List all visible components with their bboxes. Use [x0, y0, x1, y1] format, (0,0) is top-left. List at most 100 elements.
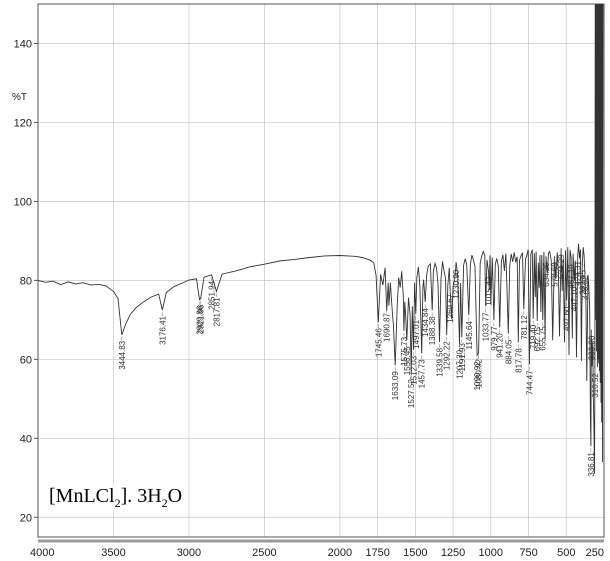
peak-label-text: 310.52 — [591, 373, 600, 398]
peak-label-text: 393.45 — [578, 270, 587, 295]
peak-label: 3176.41 — [158, 311, 167, 345]
peak-label-text: 941.20 — [496, 333, 505, 358]
y-tick-label: 60 — [20, 354, 32, 366]
y-tick-label: 20 — [20, 512, 32, 524]
peak-label-text: 1512.03 — [410, 355, 419, 384]
peak-label: 1457.73 — [418, 355, 427, 388]
peak-label-text: 3176.41 — [158, 315, 167, 344]
peak-label: 979.77 — [490, 322, 499, 351]
x-tick-label: 750 — [519, 547, 537, 559]
peak-label: 3444.83 — [118, 336, 127, 370]
peak-label-text: 1633.09 — [391, 371, 400, 400]
x-tick-label: 500 — [557, 547, 575, 559]
peak-label-text: 336.81 — [587, 452, 596, 477]
peak-label: 1191.93 — [458, 339, 467, 372]
x-tick-label: 1500 — [403, 547, 427, 559]
peak-label: 333.90 — [587, 331, 596, 360]
peak-label: 655.75 — [539, 322, 548, 351]
peak-label: 393.45 — [578, 266, 587, 295]
peak-label-text: 1434.84 — [421, 308, 430, 337]
peak-label-text: 1292.22 — [443, 341, 452, 370]
peak-label: 692.75 — [533, 323, 542, 352]
peak-label: 578.69 — [550, 258, 559, 287]
peak-label: 719.40 — [529, 320, 538, 349]
peak-label-text: 1033.77 — [482, 312, 491, 341]
peak-label: 310.52 — [591, 369, 600, 398]
peak-label: 817.78 — [514, 344, 523, 373]
peak-label: 2921.96 — [197, 300, 206, 333]
peak-label: 1080.92 — [475, 355, 484, 388]
peak-label-text: 634.25 — [542, 262, 551, 287]
peak-label: 1090.92 — [473, 357, 482, 390]
peak-label: 884.05 — [504, 335, 513, 364]
y-axis-label: %T — [12, 92, 27, 103]
peak-label-text: 467.10 — [567, 264, 576, 289]
peak-label: 1556.45 — [403, 342, 412, 375]
peak-label: 1434.84 — [421, 304, 430, 337]
peak-label: 534.29 — [557, 250, 566, 279]
peak-label-text: 744.47 — [525, 370, 534, 395]
peak-label: 1633.09 — [391, 367, 400, 400]
peak-label-text: 1388.38 — [428, 316, 437, 345]
peak-label: 1745.46 — [374, 324, 383, 357]
x-tick-label: 3500 — [101, 547, 125, 559]
peak-label: 1527.52 — [407, 375, 416, 408]
y-tick-labels: 20 40 60 80 100 120 140 — [14, 38, 38, 524]
peak-label-text: 3444.83 — [118, 340, 127, 369]
peak-label: 1512.03 — [410, 351, 419, 385]
peak-label: 2817.81 — [212, 293, 221, 326]
peak-label-text: 1690.87 — [383, 312, 392, 341]
peak-label-text: 1339.58 — [436, 347, 445, 376]
peak-label: 497.60 — [563, 302, 572, 331]
peak-label-text: 1527.52 — [407, 379, 416, 408]
peak-label: 1230.90 — [452, 265, 461, 299]
peak-label: 447.10 — [570, 282, 579, 311]
peak-label: 1033.77 — [482, 308, 491, 341]
peak-label-text: 655.75 — [539, 326, 548, 351]
peak-label: 1015.42 — [484, 272, 493, 306]
peak-label-text: 1230.90 — [452, 269, 461, 298]
peak-label: 1690.87 — [383, 309, 392, 342]
peak-label: 1388.38 — [428, 312, 437, 345]
peak-label: 941.20 — [496, 329, 505, 358]
peak-label: 1575.73 — [400, 332, 409, 366]
peak-label: 378.02 — [581, 271, 590, 300]
peak-label: 781.12 — [520, 311, 529, 340]
x-tick-label: 1250 — [441, 547, 465, 559]
peak-label-text: 2817.81 — [212, 297, 221, 326]
plot-frame — [37, 3, 605, 538]
peak-label: 744.47 — [525, 366, 534, 395]
x-tick-labels: 4000 3500 3000 2500 2000 1750 1500 1250 1000 750 5… — [30, 547, 604, 559]
peak-label-text: 424.31 — [574, 261, 583, 286]
y-tick-label: 80 — [20, 275, 32, 287]
peak-label-text: 1575.73 — [400, 336, 409, 365]
peak-label-text: 692.75 — [533, 326, 542, 351]
x-tick-label: 250 — [586, 547, 604, 559]
peak-label-text: 1269.67 — [446, 293, 455, 322]
peak-label: 1269.67 — [446, 289, 455, 323]
peak-label-text: 534.29 — [557, 254, 566, 279]
peak-label: 336.81 — [587, 448, 596, 477]
peak-label-text: 817.78 — [514, 348, 523, 373]
peak-label-text: 378.02 — [581, 275, 590, 300]
peak-label-text: 979.77 — [490, 326, 499, 351]
peak-label-text: 1497.01 — [412, 319, 421, 348]
peak-label: 424.31 — [574, 257, 583, 286]
peak-label-text: 1207.30 — [456, 349, 465, 378]
peak-label-text: 1745.46 — [374, 328, 383, 357]
y-tick-label: 120 — [14, 117, 32, 129]
peak-label-text: 884.05 — [504, 339, 513, 364]
peak-label-text: 447.10 — [570, 286, 579, 311]
peak-label: 1207.30 — [456, 345, 465, 379]
compound-label: [MnLCl2]. 3H2O — [46, 485, 186, 511]
x-tick-label: 3000 — [177, 547, 201, 559]
x-tick-label: 1000 — [479, 547, 503, 559]
spectrum-line — [37, 3, 604, 474]
peak-label-text: 2921.96 — [197, 304, 206, 333]
peak-label: 2929.86 — [196, 301, 205, 335]
peak-label-text: 1080.92 — [475, 358, 484, 387]
y-tick-label: 100 — [14, 196, 32, 208]
peak-label-text: 497.60 — [563, 306, 572, 331]
x-tick-label: 2500 — [252, 547, 276, 559]
